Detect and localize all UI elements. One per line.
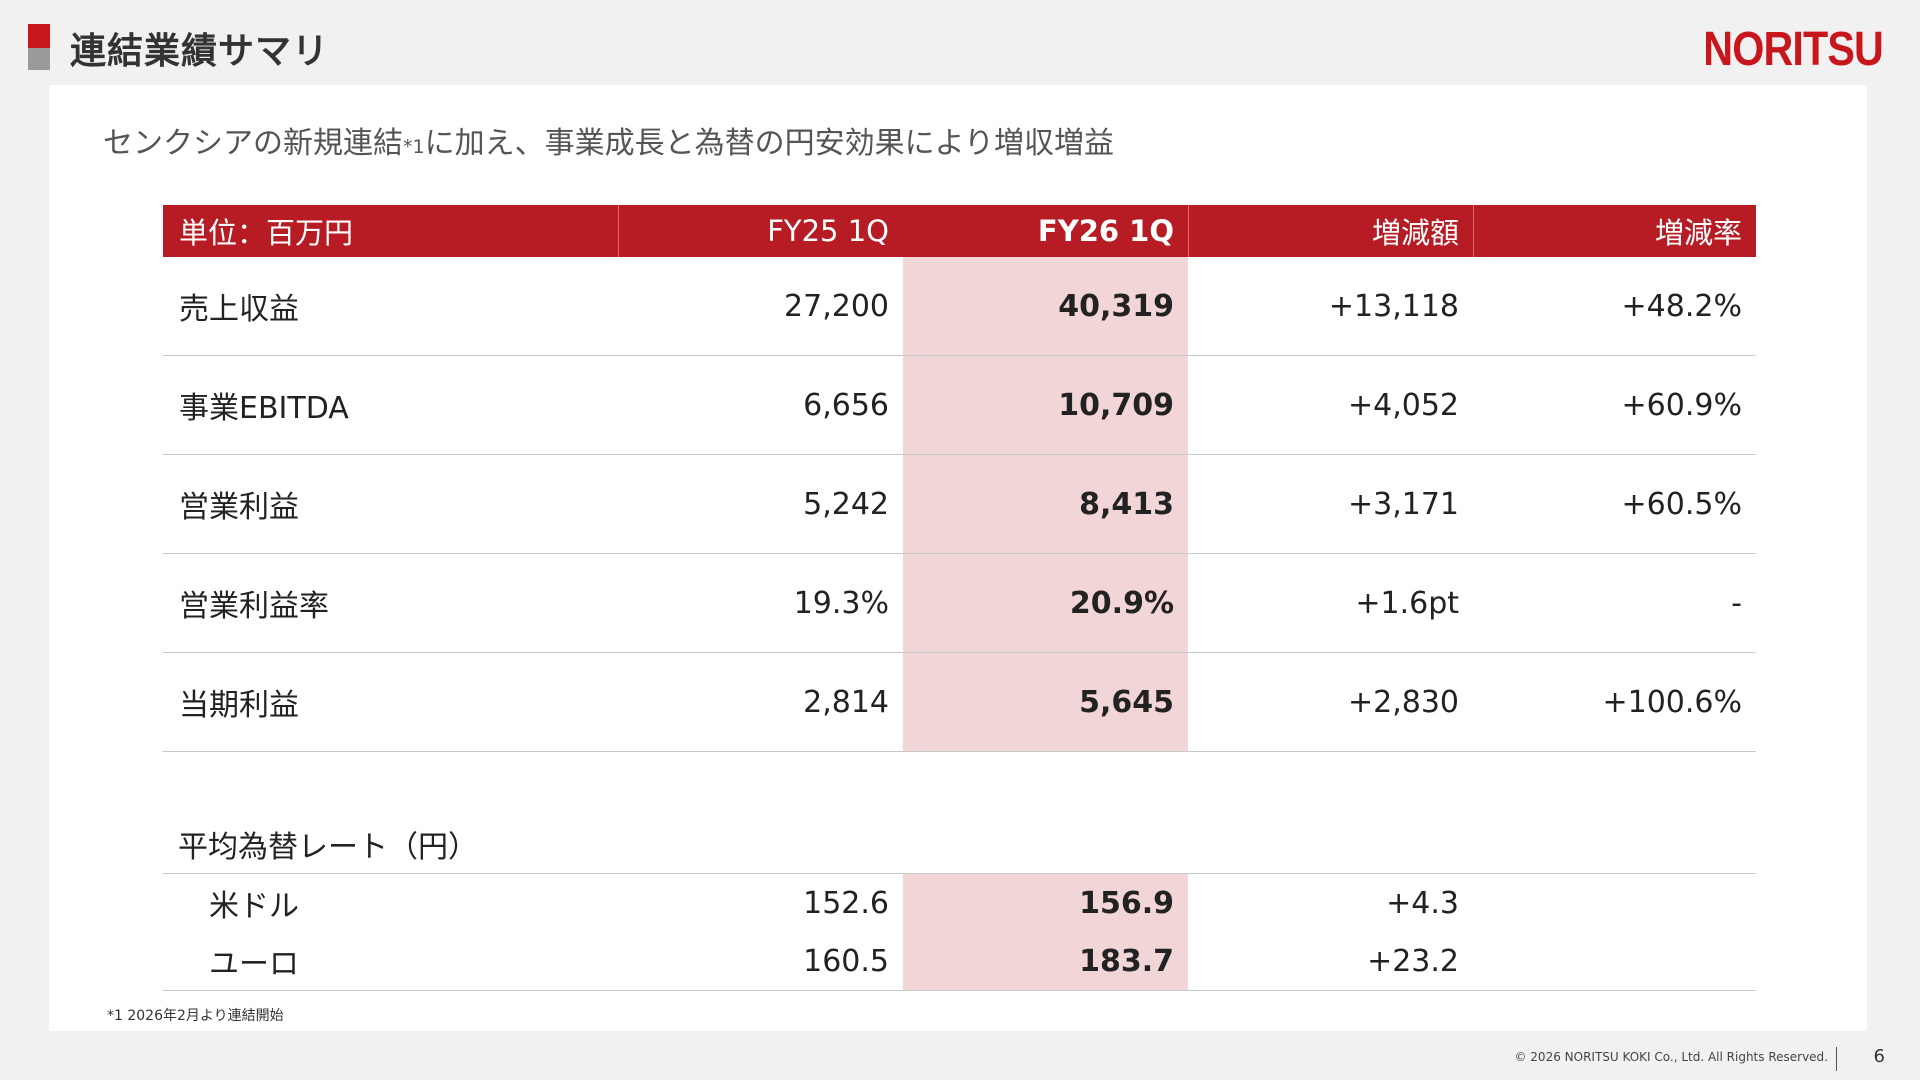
header-rate: 増減率 [1473,205,1756,257]
cell-fy26: 156.9 [903,874,1188,932]
row-label: 営業利益率 [179,589,329,624]
table-row: ユーロ 160.5 183.7 +23.2 [163,932,1756,990]
cell-fy25: 6,656 [803,387,889,423]
cell-fy25: 160.5 [803,943,889,979]
cell-diff: +23.2 [1367,943,1459,979]
fx-section-title: 平均為替レート（円） [178,830,478,865]
title-accent-mark [28,24,50,70]
row-label: 営業利益 [179,490,299,525]
cell-diff: +3,171 [1347,486,1459,522]
cell-rate: +60.9% [1621,387,1742,423]
cell-fy25: 152.6 [803,885,889,921]
cell-diff: +4.3 [1386,885,1459,921]
subtitle-text-after: に加え、事業成長と為替の円安効果により増収増益 [424,126,1114,161]
header-diff: 増減額 [1188,205,1473,257]
cell-rate-empty [1473,874,1756,932]
footer-divider [1836,1047,1837,1071]
slide-subtitle: センクシアの新規連結*1に加え、事業成長と為替の円安効果により増収増益 [103,118,1114,162]
table-header-row: 単位：百万円 FY25 1Q FY26 1Q 増減額 増減率 [163,205,1756,257]
row-label: 当期利益 [179,688,299,723]
fx-currency-label: ユーロ [209,947,299,982]
footnote: *1 2026年2月より連結開始 [107,1008,284,1024]
table-row: 売上収益 27,200 40,319 +13,118 +48.2% [163,257,1756,356]
cell-diff: +13,118 [1328,288,1459,324]
subtitle-note-mark: *1 [403,136,425,158]
cell-fy26: 20.9% [903,554,1188,652]
cell-fy26: 183.7 [903,932,1188,990]
cell-fy26: 40,319 [903,257,1188,355]
page-number: 6 [1873,1046,1885,1067]
cell-diff: +2,830 [1347,684,1459,720]
subtitle-text-before: センクシアの新規連結 [103,126,403,161]
header-unit: 単位：百万円 [179,216,354,250]
header-fy26: FY26 1Q [903,205,1188,257]
row-label: 売上収益 [179,292,299,327]
cell-fy25: 19.3% [793,585,889,621]
results-table: 単位：百万円 FY25 1Q FY26 1Q 増減額 増減率 売上収益 27,2… [163,205,1756,752]
copyright-text: © 2026 NORITSU KOKI Co., Ltd. All Rights… [1514,1050,1828,1064]
cell-fy25: 27,200 [784,288,889,324]
cell-fy26: 5,645 [903,653,1188,751]
cell-rate: - [1731,585,1742,621]
fx-currency-label: 米ドル [209,889,299,924]
cell-fy26: 8,413 [903,455,1188,553]
noritsu-logo: NORITSU [1703,23,1884,76]
cell-rate: +100.6% [1602,684,1742,720]
table-row: 営業利益 5,242 8,413 +3,171 +60.5% [163,455,1756,554]
cell-fy26: 10,709 [903,356,1188,454]
row-label: 事業EBITDA [179,391,349,426]
cell-diff: +1.6pt [1355,585,1459,621]
header-fy25: FY25 1Q [618,205,903,257]
table-row: 営業利益率 19.3% 20.9% +1.6pt - [163,554,1756,653]
cell-rate: +48.2% [1621,288,1742,324]
table-row: 事業EBITDA 6,656 10,709 +4,052 +60.9% [163,356,1756,455]
cell-rate: +60.5% [1621,486,1742,522]
cell-diff: +4,052 [1347,387,1459,423]
table-row: 当期利益 2,814 5,645 +2,830 +100.6% [163,653,1756,752]
fx-table: 米ドル 152.6 156.9 +4.3 ユーロ 160.5 183.7 +23… [163,873,1756,991]
cell-rate-empty [1473,932,1756,990]
cell-fy25: 5,242 [803,486,889,522]
table-row: 米ドル 152.6 156.9 +4.3 [163,874,1756,932]
page-title: 連結業績サマリ [70,31,330,72]
cell-fy25: 2,814 [803,684,889,720]
